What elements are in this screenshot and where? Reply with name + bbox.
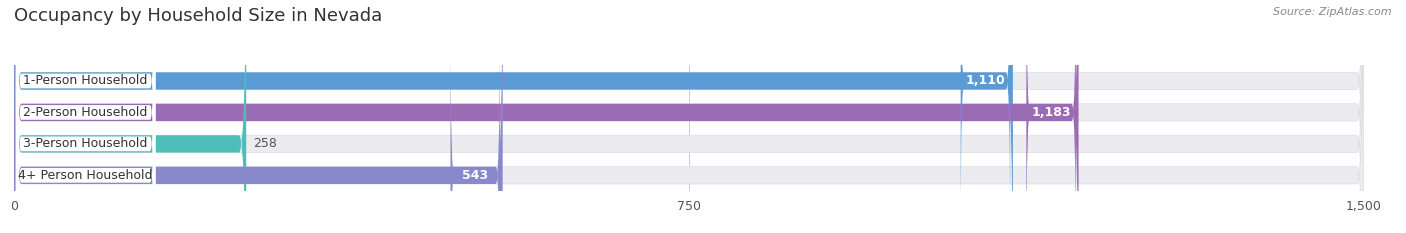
FancyBboxPatch shape: [450, 24, 501, 233]
FancyBboxPatch shape: [14, 0, 1364, 233]
Text: 4+ Person Household: 4+ Person Household: [18, 169, 153, 182]
FancyBboxPatch shape: [14, 0, 1364, 233]
Text: Occupancy by Household Size in Nevada: Occupancy by Household Size in Nevada: [14, 7, 382, 25]
Text: 258: 258: [253, 137, 277, 150]
FancyBboxPatch shape: [1026, 0, 1076, 233]
FancyBboxPatch shape: [14, 0, 503, 233]
Text: 3-Person Household: 3-Person Household: [24, 137, 148, 150]
Text: 543: 543: [463, 169, 488, 182]
Text: Source: ZipAtlas.com: Source: ZipAtlas.com: [1274, 7, 1392, 17]
Text: 1,110: 1,110: [966, 75, 1005, 87]
FancyBboxPatch shape: [14, 0, 1364, 233]
FancyBboxPatch shape: [14, 0, 1078, 233]
FancyBboxPatch shape: [14, 0, 246, 233]
FancyBboxPatch shape: [14, 0, 1364, 233]
Text: 1-Person Household: 1-Person Household: [24, 75, 148, 87]
FancyBboxPatch shape: [15, 0, 155, 233]
FancyBboxPatch shape: [15, 0, 155, 233]
Text: 1,183: 1,183: [1032, 106, 1071, 119]
FancyBboxPatch shape: [15, 0, 155, 233]
FancyBboxPatch shape: [960, 0, 1010, 232]
FancyBboxPatch shape: [14, 0, 1012, 233]
FancyBboxPatch shape: [15, 0, 155, 233]
Text: 2-Person Household: 2-Person Household: [24, 106, 148, 119]
